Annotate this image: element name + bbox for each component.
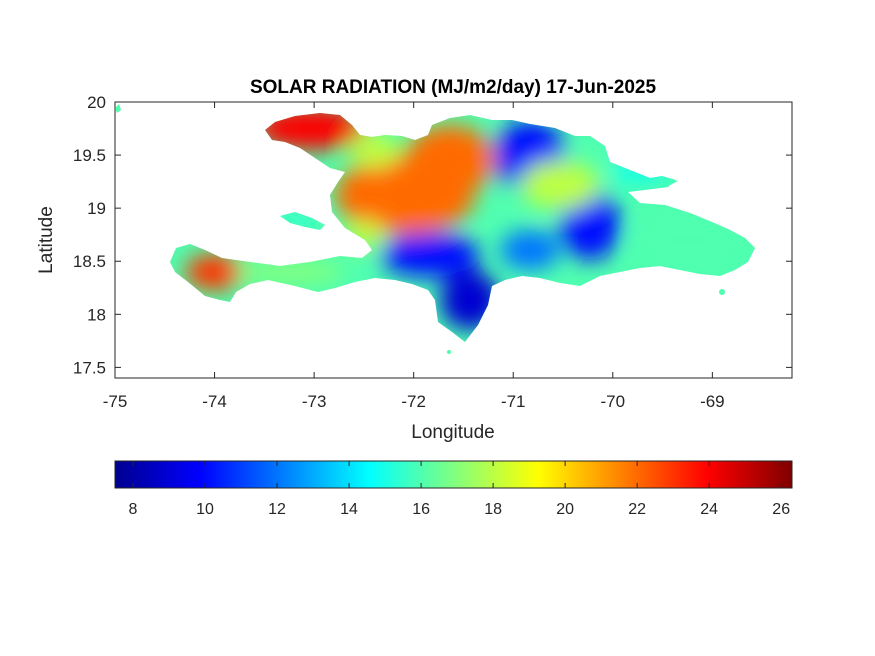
heatmap-region [282,214,318,226]
y-tick-label: 19 [87,199,106,218]
x-tick-label: -69 [700,392,725,411]
heatmap-region [520,160,600,210]
x-tick-label: -71 [501,392,526,411]
x-tick-label: -70 [601,392,626,411]
heatmap-region [185,254,245,290]
colorbar-tick-label: 26 [772,501,790,518]
x-tick-label: -72 [401,392,426,411]
colorbar-tick-label: 20 [556,501,574,518]
colorbar [114,460,793,489]
colorbar-tick-label: 14 [340,501,358,518]
colorbar-tick-label: 10 [196,501,214,518]
x-tick-label: -73 [302,392,327,411]
colorbar-tick-label: 24 [700,501,718,518]
y-axis: 17.5 18 18.5 19 19.5 20 [73,93,792,377]
colorbar-tick-label: 8 [129,501,138,518]
x-tick-label: -74 [202,392,227,411]
y-tick-label: 19.5 [73,146,106,165]
x-axis: -75 -74 -73 -72 -71 -70 -69 [103,102,725,411]
y-tick-label: 20 [87,93,106,112]
heatmap-region [235,260,345,284]
chart-title: SOLAR RADIATION (MJ/m2/day) 17-Jun-2025 [250,77,657,98]
colorbar-tick-label: 22 [628,501,646,518]
heatmap-region [350,132,400,168]
y-tick-label: 18 [87,305,106,324]
heatmap-region [380,233,480,277]
y-tick-label: 18.5 [73,252,106,271]
heatmap-region [405,125,495,195]
x-axis-label: Longitude [411,422,494,443]
colorbar-ticks: 8 10 12 14 16 18 20 22 24 26 [129,461,790,518]
colorbar-tick-label: 12 [268,501,286,518]
y-tick-label: 17.5 [73,358,106,377]
colorbar-tick-label: 16 [412,501,430,518]
y-axis-label: Latitude [36,206,57,274]
heatmap-region [500,230,560,270]
colorbar-tick-label: 18 [484,501,502,518]
heatmap-region [635,210,745,270]
x-tick-label: -75 [103,392,128,411]
